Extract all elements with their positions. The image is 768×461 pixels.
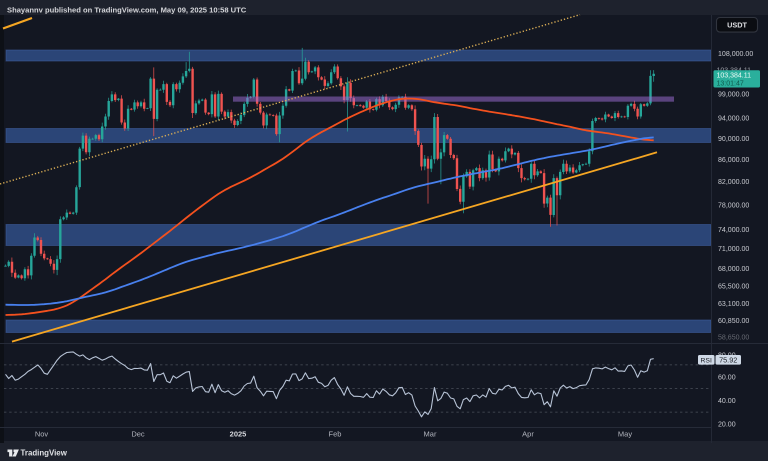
svg-text:71,000.00: 71,000.00 bbox=[718, 246, 749, 253]
svg-text:Shayannv published on TradingV: Shayannv published on TradingView.com, M… bbox=[7, 5, 247, 14]
svg-text:Apr: Apr bbox=[522, 429, 534, 438]
svg-text:63,100.00: 63,100.00 bbox=[718, 301, 749, 308]
svg-text:2025: 2025 bbox=[230, 429, 247, 438]
svg-text:90,000.00: 90,000.00 bbox=[718, 136, 749, 143]
svg-text:Dec: Dec bbox=[131, 429, 145, 438]
svg-text:TradingView: TradingView bbox=[21, 449, 68, 458]
svg-text:75.92: 75.92 bbox=[719, 356, 737, 365]
svg-text:13:01:47: 13:01:47 bbox=[717, 81, 744, 88]
svg-text:103,384.11: 103,384.11 bbox=[717, 73, 752, 80]
svg-text:68,000.00: 68,000.00 bbox=[718, 266, 749, 273]
svg-text:99,000.00: 99,000.00 bbox=[718, 92, 749, 99]
svg-text:Nov: Nov bbox=[35, 429, 49, 438]
svg-text:May: May bbox=[618, 429, 632, 438]
svg-text:40.00: 40.00 bbox=[718, 398, 736, 405]
svg-text:74,000.00: 74,000.00 bbox=[718, 227, 749, 234]
svg-text:78,000.00: 78,000.00 bbox=[718, 202, 749, 209]
svg-text:USDT: USDT bbox=[727, 20, 747, 29]
svg-text:108,000.00: 108,000.00 bbox=[718, 51, 753, 58]
svg-text:RSI: RSI bbox=[701, 357, 712, 364]
svg-text:60,850.00: 60,850.00 bbox=[718, 318, 749, 325]
svg-text:20.00: 20.00 bbox=[718, 422, 736, 429]
svg-text:Feb: Feb bbox=[329, 429, 342, 438]
svg-text:60.00: 60.00 bbox=[718, 374, 736, 381]
svg-text:Mar: Mar bbox=[424, 429, 437, 438]
svg-text:94,000.00: 94,000.00 bbox=[718, 116, 749, 123]
svg-text:82,000.00: 82,000.00 bbox=[718, 179, 749, 186]
svg-text:86,000.00: 86,000.00 bbox=[718, 157, 749, 164]
svg-text:58,650.00: 58,650.00 bbox=[718, 335, 749, 342]
svg-text:65,500.00: 65,500.00 bbox=[718, 284, 749, 291]
